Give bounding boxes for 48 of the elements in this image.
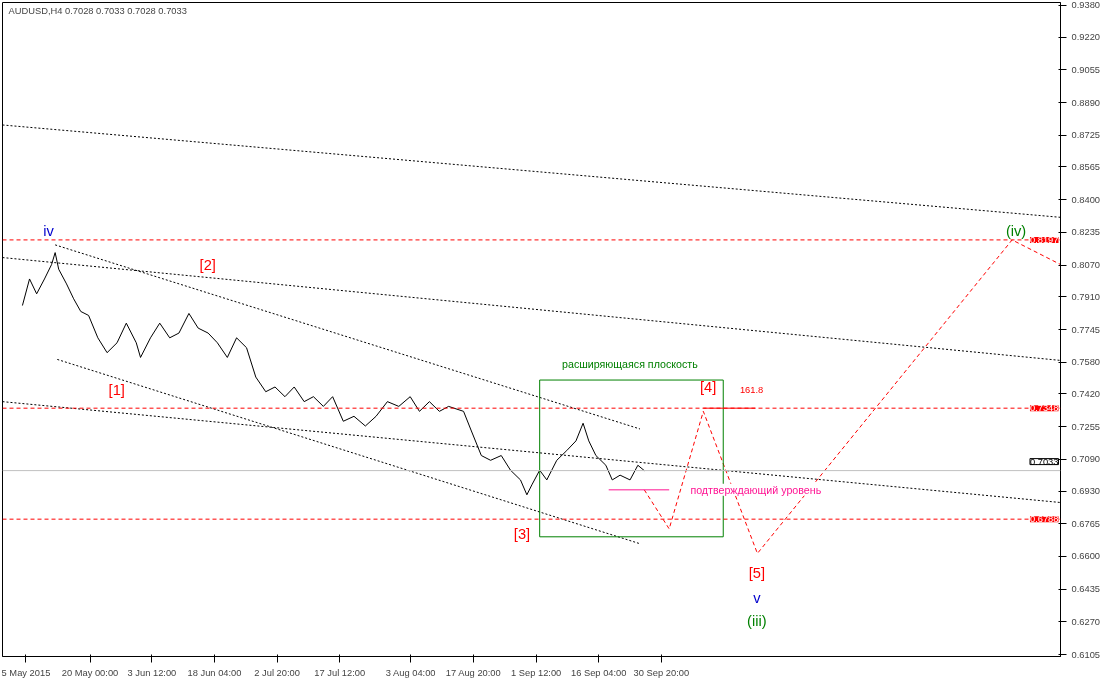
y-tick-label: 0.9380 — [1071, 0, 1101, 11]
annotation: [2] — [199, 256, 216, 273]
x-tick-label: 1 Sep 12:00 — [510, 667, 562, 678]
x-tick-label: 17 Aug 20:00 — [445, 667, 501, 678]
x-tick-label: 17 Jul 12:00 — [314, 667, 366, 678]
y-tick-label: 0.8565 — [1071, 161, 1101, 172]
y-tick-label: 0.6270 — [1071, 616, 1101, 627]
y-tick-label: 0.7745 — [1071, 324, 1101, 335]
y-tick-label: 0.9055 — [1071, 64, 1101, 75]
annotation: [5] — [748, 565, 765, 582]
y-tick-label: 0.8400 — [1071, 194, 1101, 205]
annotation: 161.8 — [739, 384, 764, 395]
annotation: расширяющаяся плоскость — [562, 357, 699, 370]
y-tick-label: 0.8070 — [1071, 260, 1101, 271]
annotation: [3] — [513, 525, 531, 542]
y-tick-label: 0.7580 — [1071, 357, 1101, 368]
annotation: [4] — [700, 379, 717, 396]
y-tick-label: 0.8235 — [1071, 227, 1101, 238]
annotation: iv — [43, 223, 55, 240]
y-tick-label: 0.8890 — [1071, 97, 1101, 108]
annotation: (iii) — [747, 612, 767, 629]
y-tick-label: 0.6930 — [1071, 486, 1101, 497]
ref-line-label: 0.7348 — [1029, 403, 1059, 414]
ref-line-label: 0.6788 — [1029, 514, 1059, 525]
x-tick-label: 18 Jun 04:00 — [187, 667, 242, 678]
y-tick-label: 0.7255 — [1071, 421, 1101, 432]
x-tick-label: 2 Jul 20:00 — [254, 667, 300, 678]
x-tick-label: 30 Sep 20:00 — [633, 667, 690, 678]
x-tick-label: 16 Sep 04:00 — [570, 667, 627, 678]
x-tick-label: 5 May 2015 — [1, 667, 51, 678]
x-tick-label: 3 Jun 12:00 — [127, 667, 177, 678]
x-tick-label: 20 May 00:00 — [61, 667, 119, 678]
y-tick-label: 0.6105 — [1071, 649, 1101, 660]
annotation: v — [753, 589, 762, 606]
chart-title: AUDUSD,H4 0.7028 0.7033 0.7028 0.7033 — [8, 5, 187, 16]
annotation: [1] — [108, 381, 125, 398]
y-tick-label: 0.6600 — [1071, 551, 1101, 562]
annotation: подтверждающий уровень — [690, 483, 822, 496]
ref-line-label: 0.8197 — [1029, 234, 1059, 245]
y-tick-label: 0.7910 — [1071, 291, 1101, 302]
x-tick-label: 3 Aug 04:00 — [385, 667, 436, 678]
y-tick-label: 0.8725 — [1071, 130, 1101, 141]
y-tick-label: 0.7090 — [1071, 454, 1101, 465]
y-tick-label: 0.9220 — [1071, 32, 1101, 43]
y-tick-label: 0.6435 — [1071, 584, 1101, 595]
y-tick-label: 0.7420 — [1071, 388, 1101, 399]
annotation: (iv) — [1005, 223, 1027, 240]
y-tick-label: 0.6765 — [1071, 518, 1101, 529]
